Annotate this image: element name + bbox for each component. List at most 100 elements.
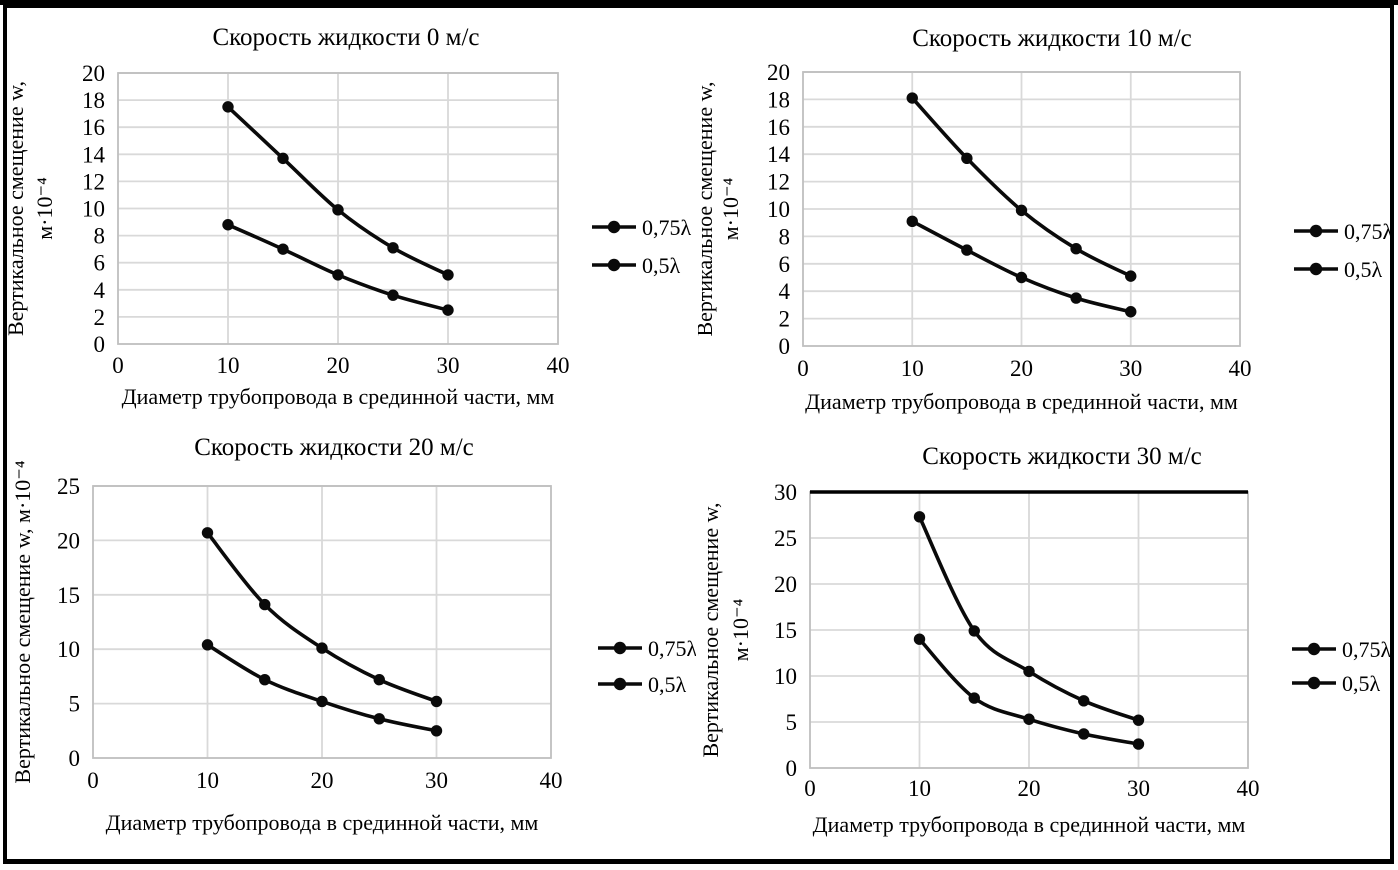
y-tick-label: 8 [779,224,791,249]
data-point-0,75λ-x25 [1070,243,1082,255]
y-tick-label: 20 [774,572,797,597]
chart-3-panel: Скорость жидкости 30 м/с 0 5 10 15 20 25 30 0 10 2… [698,434,1398,870]
y-tick-label: 0 [94,332,106,357]
data-point-0,75λ-x30 [430,695,443,708]
legend-label: 0,75λ [642,215,692,240]
x-tick-label: 30 [437,353,460,378]
x-tick-label: 20 [311,768,334,793]
plot-area-border [117,72,559,345]
y-tick-label: 14 [82,142,106,167]
data-point-0,75λ-x10 [906,92,918,104]
y-tick-label: 0 [69,746,81,771]
chart-3-canvas: Скорость жидкости 30 м/с 0 5 10 15 20 25 30 0 10 2… [698,443,1392,837]
legend-swatch-marker [1307,642,1321,656]
data-point-0,75λ-x20 [1015,204,1028,217]
data-point-0,75λ-x10 [201,527,214,539]
plot-area-border [92,485,552,759]
data-point-0,5λ-x10 [906,215,918,228]
chart-title: Скорость жидкости 0 м/с [213,24,480,51]
y-tick-label: 6 [779,252,791,277]
data-point-0,75λ-x15 [968,625,980,637]
data-point-0,5λ-x20 [1015,271,1028,284]
plot-area-border [802,71,1241,347]
data-point-0,75λ-x30 [442,269,454,281]
data-point-0,5λ-x15 [961,244,973,256]
data-point-0,5λ-x15 [277,243,289,255]
y-tick-label: 0 [779,334,791,359]
y-tick-label: 20 [767,60,790,85]
legend-label: 0,5λ [1342,671,1381,696]
y-axis-title: Вертикальное смещение w, [698,81,717,336]
y-tick-label: 2 [779,307,791,332]
y-axis-title: Вертикальное смещение w, [6,81,28,336]
data-point-0,75λ-x20 [1023,665,1035,678]
x-tick-label: 10 [217,353,240,378]
x-tick-label: 30 [1127,776,1150,801]
legend-label: 0,75λ [648,636,696,661]
x-tick-label: 0 [804,776,816,801]
y-tick-label: 10 [82,197,105,222]
data-point-0,75λ-x25 [373,673,385,686]
data-point-0,75λ-x25 [1078,695,1090,707]
x-tick-label: 30 [1119,356,1142,381]
data-point-0,75λ-x15 [961,152,973,165]
y-axis-title: Вертикальное смещение w, м·10⁻⁴ [10,460,35,783]
y-tick-label: 12 [82,169,105,194]
x-axis-title: Диаметр трубопровода в срединной части, … [813,812,1246,837]
legend-swatch-marker [613,641,627,655]
x-tick-label: 20 [1010,356,1033,381]
data-point-0,5λ-x15 [968,692,980,704]
y-tick-label: 12 [767,170,790,195]
chart-1-canvas: Скорость жидкости 10 м/с0246810121416182… [692,25,1394,414]
y-tick-label: 6 [94,251,106,276]
y-tick-label: 18 [767,87,790,112]
y-tick-label: 25 [774,526,797,551]
series-line-0,75λ [917,515,1141,722]
y-tick-label: 10 [57,637,80,662]
legend-swatch-marker [613,677,627,691]
data-point-0,5λ-x20 [332,269,344,281]
y-tick-label: 16 [767,115,790,140]
data-point-0,5λ-x30 [1132,738,1145,750]
y-tick-label: 30 [774,480,797,505]
x-axis-title: Диаметр трубопровода в срединной части, … [805,389,1238,414]
y-tick-label: 15 [774,618,797,643]
legend-swatch-marker [607,220,621,234]
y-tick-label: 8 [94,224,106,249]
y-tick-label: 18 [82,88,105,113]
legend-label: 0,75λ [1342,637,1392,662]
legend-label: 0,75λ [1344,219,1394,244]
x-tick-label: 20 [327,353,350,378]
chart-title: Скорость жидкости 20 м/с [194,434,473,461]
x-tick-label: 40 [547,353,570,378]
data-point-0,5λ-x30 [1125,306,1137,318]
y-tick-label: 20 [57,528,80,553]
x-axis-title: Диаметр трубопровода в срединной части, … [106,810,539,835]
chart-0-panel: Скорость жидкости 0 м/с 0 2 4 6 8 10 12 14 16 18 20… [3,4,696,434]
y-tick-label: 10 [767,197,790,222]
y-tick-label: 5 [786,710,798,735]
x-tick-label: 10 [196,768,219,793]
data-point-0,5λ-x25 [387,289,399,301]
y-axis-title: м·10⁻⁴ [728,598,753,661]
x-tick-label: 40 [1229,356,1252,381]
y-tick-label: 10 [774,664,797,689]
data-point-0,5λ-x30 [442,304,454,316]
data-point-0,5λ-x30 [430,725,443,737]
legend-swatch-marker [607,258,621,272]
frame-top-border [0,0,1398,5]
data-point-0,5λ-x25 [1070,292,1082,304]
y-tick-label: 20 [82,61,105,86]
x-tick-label: 0 [87,768,99,793]
x-tick-label: 40 [1237,776,1260,801]
data-point-0,5λ-x15 [259,673,271,686]
y-axis-title: м·10⁻⁴ [718,177,743,240]
legend-label: 0,5λ [1344,257,1383,282]
chart-0-canvas: Скорость жидкости 0 м/с02468101214161820… [3,24,692,409]
y-tick-label: 0 [786,756,798,781]
x-tick-label: 10 [908,776,931,801]
x-axis-title: Диаметр трубопровода в срединной части, … [122,384,555,409]
data-point-0,5λ-x10 [913,633,926,645]
data-point-0,5λ-x10 [201,639,214,651]
